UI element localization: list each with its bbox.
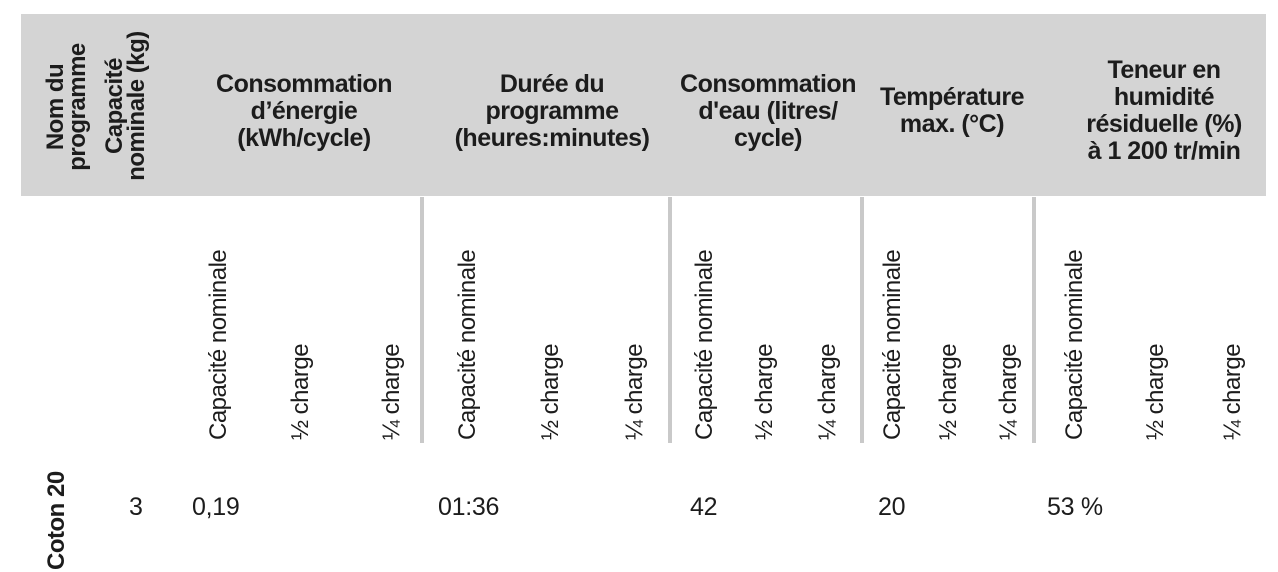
subcol-water-quarter-load: ¼ charge (814, 343, 841, 440)
group-header-water-consumption: Consommation d'eau (litres/ cycle) (680, 69, 856, 152)
subcol-temperature-nominal-capacity: Capacité nominale (879, 249, 906, 440)
subcol-energy-nominal-capacity: Capacité nominale (205, 249, 232, 440)
group-header-energy-consumption: Consommation d’énergie (kWh/cycle) (216, 69, 392, 152)
col-header-program-name: Nom du programme (42, 43, 91, 171)
group-header-max-temperature: Température max. (°C) (879, 83, 1025, 138)
subcol-duration-nominal-capacity: Capacité nominale (454, 249, 481, 440)
subcol-temperature-half-load: ½ charge (935, 343, 962, 440)
col-header-nominal-capacity: Capacité nominale (kg) (101, 31, 150, 181)
cell-duration-nominal: 01:36 (438, 493, 500, 521)
subcol-temperature-quarter-load: ¼ charge (995, 343, 1022, 440)
subcol-humidity-half-load: ½ charge (1142, 343, 1169, 440)
cell-nominal-capacity-kg: 3 (129, 493, 143, 521)
subcol-humidity-nominal-capacity: Capacité nominale (1061, 249, 1088, 440)
cell-residual-humidity-nominal: 53 % (1047, 493, 1103, 521)
column-divider (860, 197, 864, 443)
cell-temperature-max-nominal: 20 (878, 493, 906, 521)
subcol-water-nominal-capacity: Capacité nominale (691, 249, 718, 440)
table-header-band (21, 14, 1266, 196)
cell-water-litres-nominal: 42 (690, 493, 718, 521)
subcol-energy-half-load: ½ charge (287, 343, 314, 440)
group-header-residual-humidity: Teneur en humidité résiduelle (%) à 1 20… (1086, 56, 1242, 165)
group-header-program-duration: Durée du programme (heures:minutes) (454, 69, 650, 152)
subcol-humidity-quarter-load: ¼ charge (1219, 343, 1246, 440)
subcol-water-half-load: ½ charge (751, 343, 778, 440)
column-divider (420, 197, 424, 443)
subcol-energy-quarter-load: ¼ charge (378, 343, 405, 440)
subcol-duration-quarter-load: ¼ charge (621, 343, 648, 440)
row-program-name: Coton 20 (43, 471, 70, 570)
column-divider (668, 197, 672, 443)
subcol-duration-half-load: ½ charge (537, 343, 564, 440)
column-divider (1032, 197, 1036, 443)
cell-energy-kwh-nominal: 0,19 (192, 493, 240, 521)
